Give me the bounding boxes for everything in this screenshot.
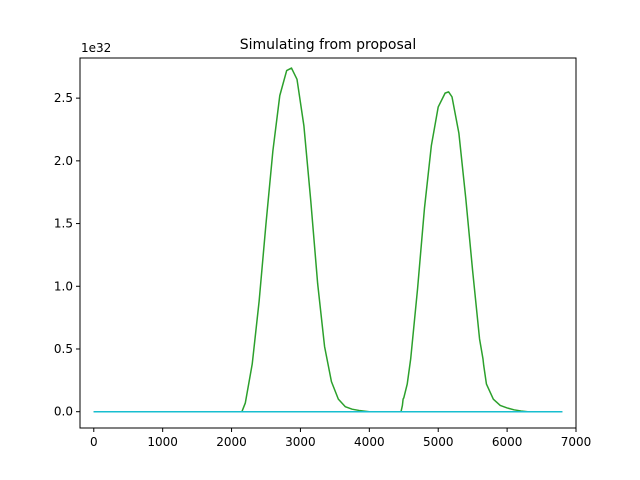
x-axis: 0 1000 2000 3000 4000 5000 6000 7000 xyxy=(90,428,591,449)
x-tick-label: 3000 xyxy=(285,435,316,449)
series-line-0 xyxy=(93,67,563,413)
y-tick-label: 0.5 xyxy=(54,342,73,356)
chart-title: Simulating from proposal xyxy=(240,37,417,53)
x-tick-label: 5000 xyxy=(423,435,454,449)
x-tick-label: 4000 xyxy=(354,435,385,449)
axes-frame xyxy=(79,57,577,429)
plot-area xyxy=(93,67,563,413)
y-tick-label: 2.5 xyxy=(54,91,73,105)
x-tick-label: 2000 xyxy=(216,435,247,449)
y-tick-label: 2.0 xyxy=(54,154,73,168)
x-tick-label: 1000 xyxy=(147,435,178,449)
y-tick-label: 1.5 xyxy=(54,217,73,231)
x-tick-label: 6000 xyxy=(492,435,523,449)
y-tick-label: 0.0 xyxy=(54,405,73,419)
y-tick-label: 1.0 xyxy=(54,279,73,293)
y-axis: 0.0 0.5 1.0 1.5 2.0 2.5 xyxy=(54,91,80,419)
x-tick-label: 7000 xyxy=(561,435,592,449)
x-tick-label: 0 xyxy=(90,435,98,449)
y-axis-offset-label: 1e32 xyxy=(81,41,111,55)
